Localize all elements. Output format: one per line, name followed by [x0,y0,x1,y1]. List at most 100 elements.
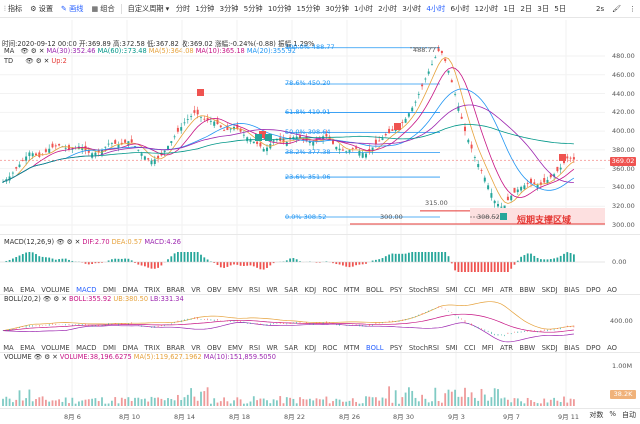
indicator-tab[interactable]: PSY [389,285,403,294]
indicator-tab[interactable]: AO [607,285,617,294]
indicator-tab[interactable]: DPO [586,285,601,294]
indicator-tab[interactable]: VOLUME [41,285,70,294]
period-option[interactable]: 30分钟 [325,3,349,13]
period-option[interactable]: 12小时 [474,3,499,13]
indicator-tab[interactable]: ATR [500,343,514,352]
gear-icon[interactable]: ⚙ [35,57,42,65]
indicator-tab[interactable]: VR [191,285,201,294]
gear-icon[interactable]: ⚙ [66,238,73,246]
indicator-tab[interactable]: StochRSI [408,343,440,352]
indicator-tab[interactable]: MACD [76,285,97,294]
draw-button[interactable]: ✎ 画线 [61,3,84,14]
gear-icon[interactable]: ⚙ [53,295,60,303]
indicator-tab[interactable]: MTM [343,343,360,352]
close-icon[interactable]: ✕ [38,47,45,55]
period-option[interactable]: 1分钟 [195,3,215,13]
period-option[interactable]: 1日 [503,3,516,13]
indicator-tab[interactable]: BIAS [563,343,580,352]
indicator-tab[interactable]: BBW [519,285,536,294]
indicator-tab[interactable]: DMI [102,285,116,294]
gear-icon[interactable]: ⚙ [44,353,51,361]
indicator-tab[interactable]: TRIX [144,343,161,352]
close-icon[interactable]: ✕ [61,295,67,303]
indicator-tab[interactable]: BRAR [166,285,185,294]
indicator-tab[interactable]: SKDJ [541,343,558,352]
log-scale-toggle[interactable]: 对数 [589,411,604,419]
period-option[interactable]: 分时 [175,3,191,13]
indicator-tab[interactable]: OBV [207,343,222,352]
indicator-tab[interactable]: MA [3,343,14,352]
period-option[interactable]: 2小时 [378,3,398,13]
indicator-tab[interactable]: EMV [227,343,243,352]
indicator-tab[interactable]: ROC [322,343,338,352]
indicator-tab[interactable]: SKDJ [541,285,558,294]
close-icon[interactable]: ✕ [43,57,50,65]
period-option[interactable]: 2日 [520,3,533,13]
gear-icon[interactable]: ⚙ [30,47,37,55]
indicator-tab[interactable]: RSI [249,285,261,294]
indicator-tab[interactable]: KDJ [304,285,317,294]
indicator-tab[interactable]: BBW [519,343,536,352]
indicator-tab[interactable]: MACD [76,343,97,352]
indicator-tab[interactable]: SAR [284,343,299,352]
eye-icon[interactable]: 👁 [33,353,43,361]
indicator-tab[interactable]: MFI [481,343,494,352]
indicator-tab[interactable]: KDJ [304,343,317,352]
period-option[interactable]: 5分钟 [243,3,263,13]
custom-period-dropdown[interactable]: 自定义周期 ▾ [127,3,170,14]
indicator-tab[interactable]: WR [266,343,278,352]
indicators-button[interactable]: ⫶ 指标 [4,3,23,13]
refresh-interval[interactable]: 2s [596,5,605,13]
period-option[interactable]: 15分钟 [296,3,321,13]
indicator-tab[interactable]: EMV [227,285,243,294]
eye-icon[interactable]: 👁 [42,295,52,303]
indicator-tab[interactable]: CCI [464,343,476,352]
indicator-tab[interactable]: CCI [464,285,476,294]
indicator-tab[interactable]: TRIX [144,285,161,294]
period-option[interactable]: 4小时 [426,3,446,13]
indicator-tab[interactable]: AO [607,343,617,352]
more-icon[interactable]: ⋮ [629,5,636,13]
indicator-tab[interactable]: DMI [102,343,116,352]
period-option[interactable]: 3分钟 [219,3,239,13]
indicator-tab[interactable]: MTM [343,285,360,294]
period-option[interactable]: 3小时 [402,3,422,13]
eye-icon[interactable]: 👁 [25,57,34,65]
indicator-tab[interactable]: SMI [445,343,458,352]
indicator-tab[interactable]: BOLL [366,343,384,352]
indicator-tab[interactable]: BIAS [563,285,580,294]
indicator-tab[interactable]: PSY [389,343,403,352]
settings-button[interactable]: ⚙ 设置 [30,3,54,14]
indicator-tab[interactable]: EMA [20,343,35,352]
period-option[interactable]: 1小时 [353,3,373,13]
eye-icon[interactable]: 👁 [56,238,65,246]
indicator-tab[interactable]: SAR [284,285,299,294]
indicator-tab[interactable]: ATR [500,285,514,294]
indicator-tab[interactable]: DPO [586,343,601,352]
period-option[interactable]: 10分钟 [267,3,292,13]
indicator-tab[interactable]: SMI [445,285,458,294]
eye-icon[interactable]: 👁 [20,47,29,55]
indicator-tab[interactable]: MFI [481,285,494,294]
close-icon[interactable]: ✕ [52,353,58,361]
indicator-tab[interactable]: StochRSI [408,285,440,294]
indicator-tab[interactable]: BRAR [166,343,185,352]
indicator-tab[interactable]: DMA [122,343,139,352]
indicator-tab[interactable]: BOLL [366,285,384,294]
brush-icon[interactable]: 🖌 [612,5,621,13]
indicator-tab[interactable]: MA [3,285,14,294]
indicator-tab[interactable]: DMA [122,285,139,294]
indicator-tab[interactable]: RSI [249,343,261,352]
indicator-tab[interactable]: WR [266,285,278,294]
percent-scale-toggle[interactable]: % [609,410,616,418]
period-option[interactable]: 3日 [537,3,550,13]
indicator-tab[interactable]: VR [191,343,201,352]
period-option[interactable]: 6小时 [450,3,470,13]
indicator-tab[interactable]: ROC [322,285,338,294]
indicator-tab[interactable]: OBV [207,285,222,294]
period-option[interactable]: 5日 [554,3,567,13]
indicator-tab[interactable]: EMA [20,285,35,294]
combo-button[interactable]: ▦ 组合 [91,3,115,14]
indicator-tab[interactable]: VOLUME [41,343,70,352]
